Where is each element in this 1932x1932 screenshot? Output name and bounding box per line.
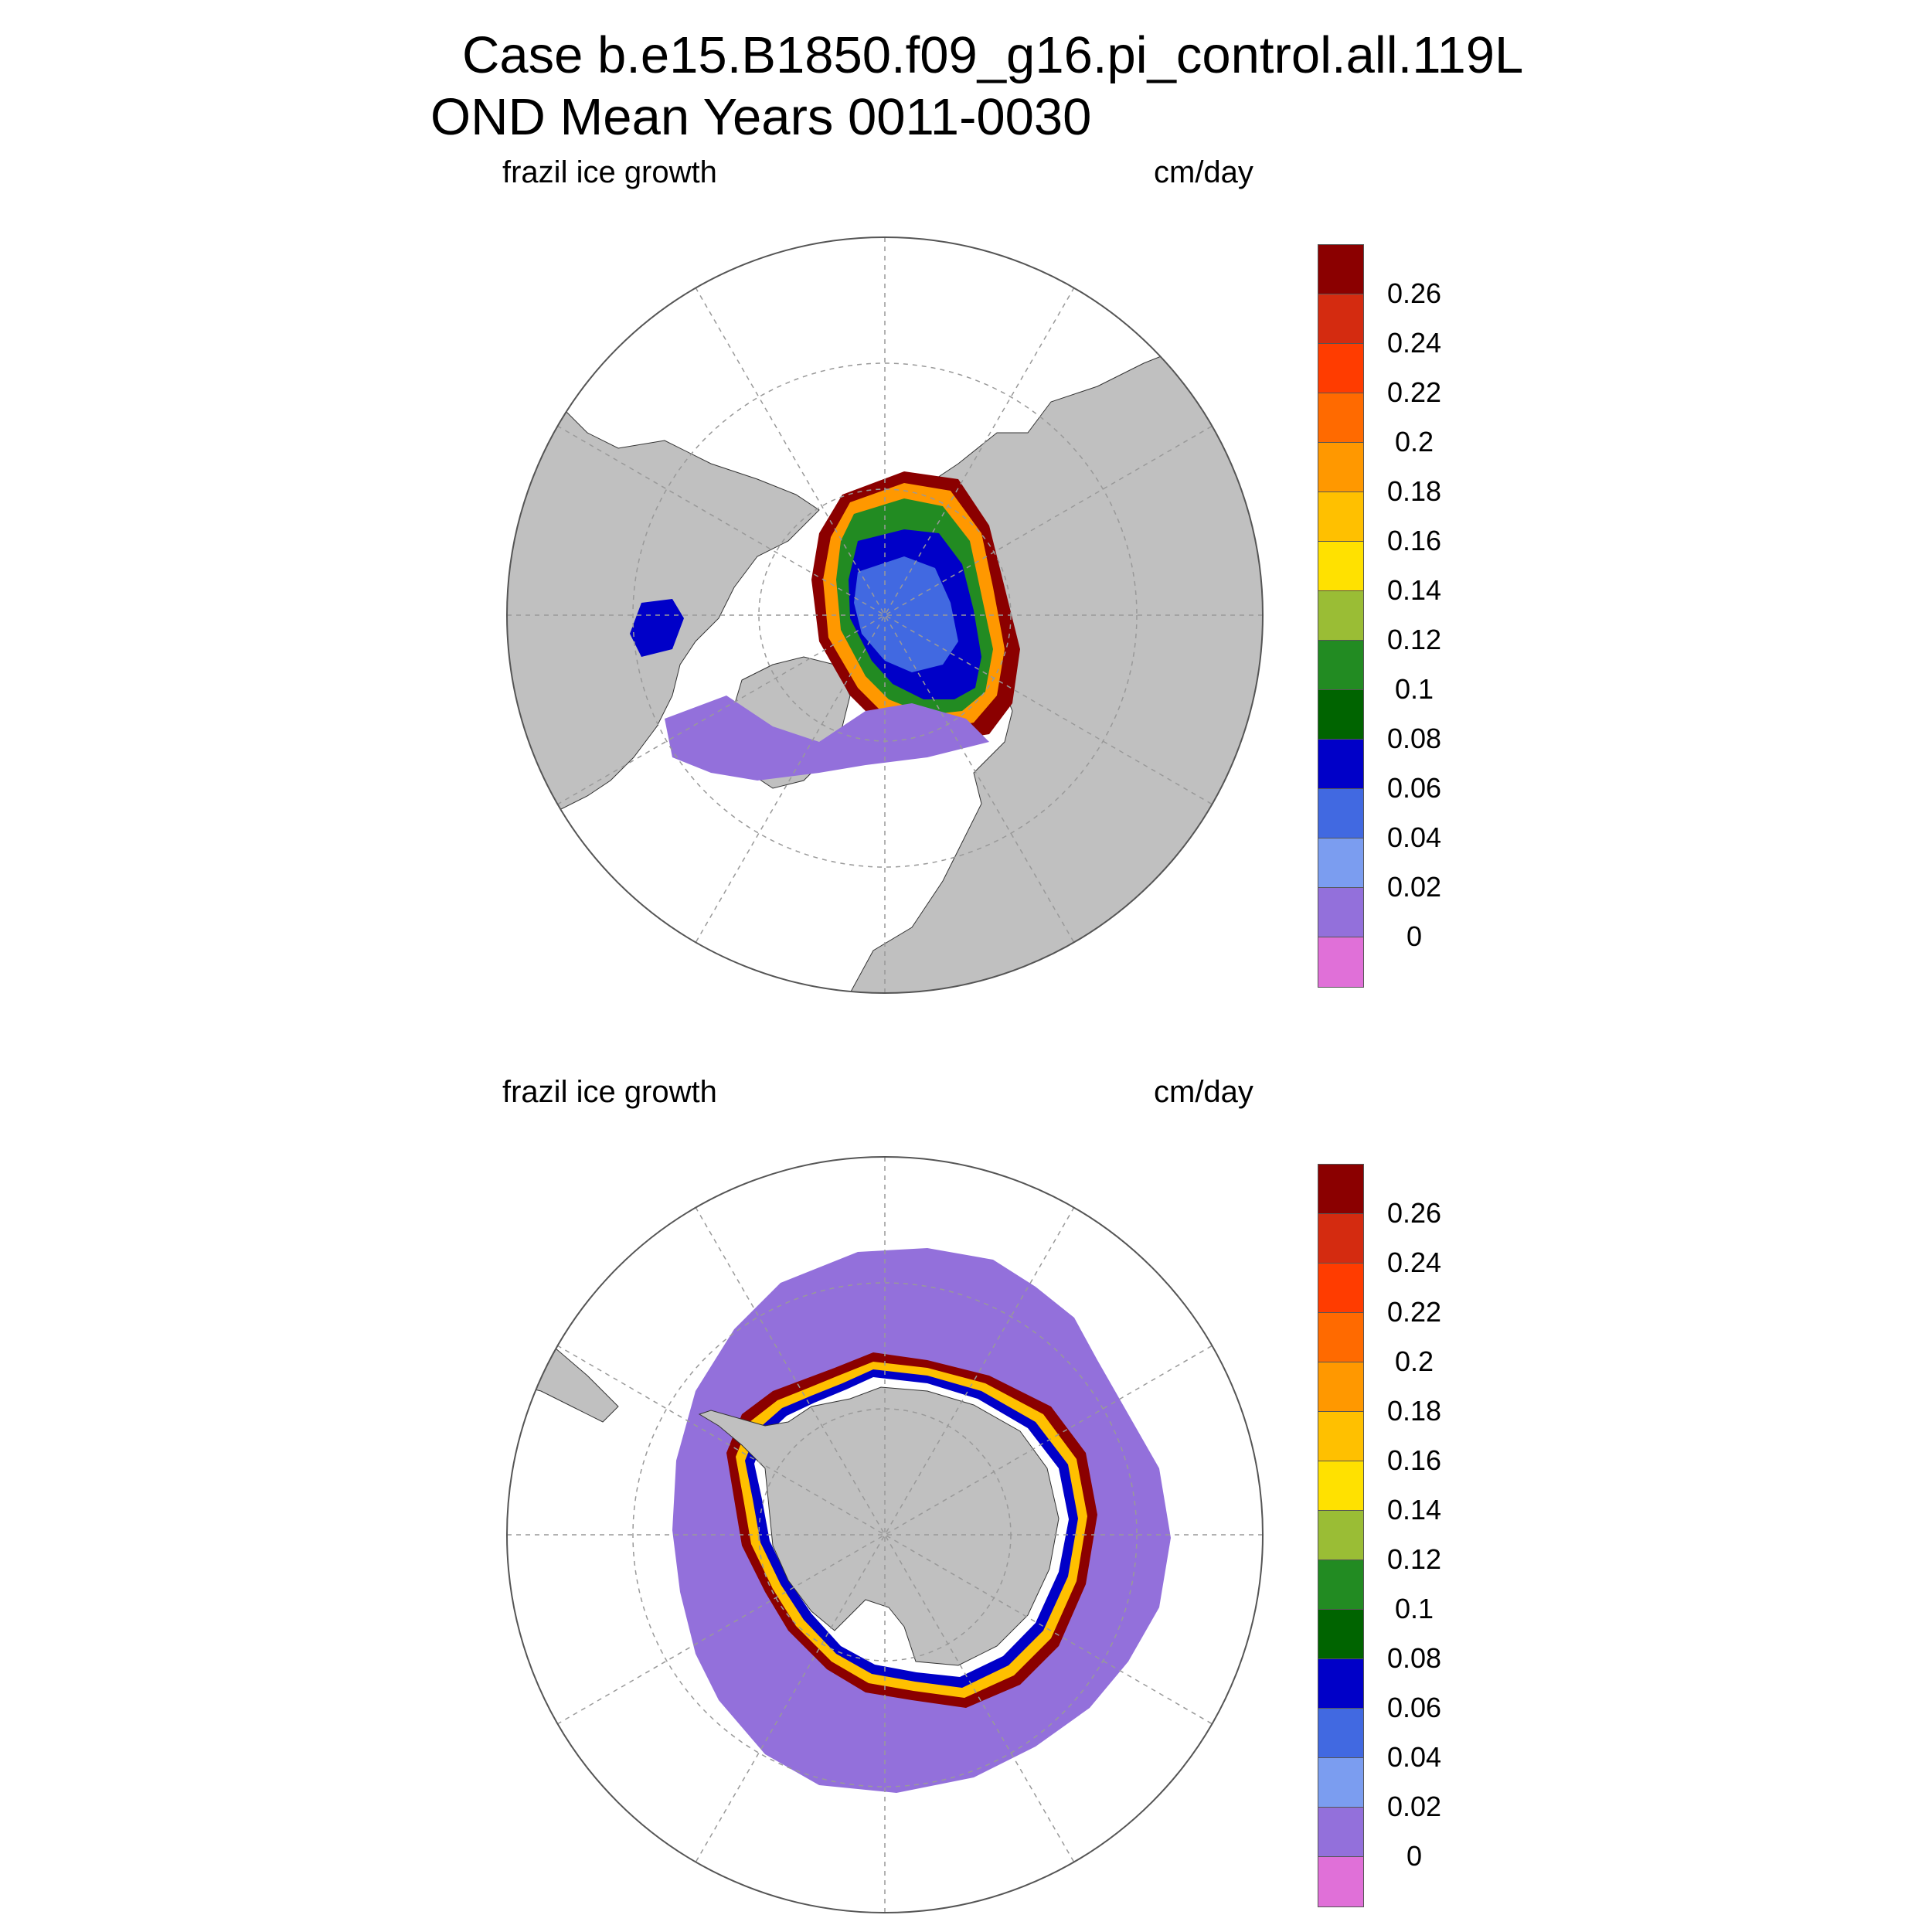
- north-polar-map: [507, 237, 1263, 993]
- north-colorbar-tick-label: 0.24: [1386, 327, 1442, 359]
- north-colorbar-swatch: [1318, 542, 1363, 591]
- south-colorbar-swatch: [1318, 1808, 1363, 1857]
- north-colorbar-tick-label: 0.18: [1386, 475, 1442, 507]
- figure-title-period: OND Mean Years 0011-0030: [430, 88, 1092, 146]
- north-colorbar-tick-label: 0: [1406, 920, 1423, 952]
- north-ice-blue-core: [854, 556, 958, 672]
- north-colorbar: [1318, 244, 1364, 988]
- north-colorbar-swatch: [1318, 789, 1363, 838]
- south-colorbar-swatch: [1318, 1758, 1363, 1808]
- north-colorbar-tick-label: 0.22: [1386, 376, 1442, 408]
- north-map-frame: [506, 236, 1264, 994]
- north-colorbar-tick-label: 0.04: [1386, 821, 1442, 853]
- north-panel-units-label: cm/day: [1154, 155, 1253, 189]
- south-colorbar-swatch: [1318, 1264, 1363, 1313]
- north-panel-variable-label: frazil ice growth: [502, 155, 717, 189]
- north-ice-baffin: [630, 599, 684, 657]
- south-colorbar-tick-label: 0.06: [1386, 1692, 1442, 1723]
- south-colorbar-tick-label: 0.08: [1386, 1642, 1442, 1674]
- north-colorbar-swatch: [1318, 393, 1363, 443]
- north-colorbar-swatch: [1318, 344, 1363, 393]
- south-colorbar-tick-label: 0.24: [1386, 1247, 1442, 1278]
- south-colorbar-tick-label: 0.1: [1394, 1593, 1434, 1624]
- south-panel-units-label: cm/day: [1154, 1075, 1253, 1109]
- south-colorbar-swatch: [1318, 1709, 1363, 1758]
- south-colorbar-swatch: [1318, 1857, 1363, 1906]
- north-colorbar-tick-label: 0.02: [1386, 871, 1442, 903]
- south-colorbar-tick-label: 0.12: [1386, 1543, 1442, 1575]
- south-land-antarctica: [698, 1386, 1060, 1666]
- north-colorbar-swatch: [1318, 443, 1363, 492]
- south-colorbar-tick-label: 0.22: [1386, 1296, 1442, 1328]
- south-colorbar-swatch: [1318, 1214, 1363, 1264]
- north-colorbar-swatch: [1318, 888, 1363, 937]
- south-colorbar-tick-label: 0.16: [1386, 1444, 1442, 1476]
- north-ice-atlantic-margin: [665, 696, 989, 781]
- south-colorbar-tick-label: 0.18: [1386, 1395, 1442, 1427]
- south-colorbar-swatch: [1318, 1362, 1363, 1412]
- south-graticule: [507, 1157, 1263, 1913]
- figure-title-case: Case b.e15.B1850.f09_g16.pi_control.all.…: [462, 26, 1524, 84]
- north-colorbar-swatch: [1318, 492, 1363, 542]
- south-colorbar-tick-label: 0.02: [1386, 1791, 1442, 1822]
- north-colorbar-swatch: [1318, 690, 1363, 740]
- south-colorbar-swatch: [1318, 1461, 1363, 1511]
- north-colorbar-swatch: [1318, 591, 1363, 641]
- north-colorbar-swatch: [1318, 245, 1363, 294]
- south-colorbar-tick-label: 0: [1406, 1840, 1423, 1872]
- north-colorbar-swatch: [1318, 294, 1363, 344]
- south-colorbar-tick-label: 0.2: [1394, 1345, 1434, 1377]
- south-colorbar-tick-label: 0.26: [1386, 1197, 1442, 1229]
- south-panel-variable-label: frazil ice growth: [502, 1075, 717, 1109]
- north-graticule: [507, 237, 1263, 993]
- south-colorbar: [1318, 1164, 1364, 1907]
- north-colorbar-tick-label: 0.08: [1386, 723, 1442, 754]
- north-colorbar-tick-label: 0.26: [1386, 277, 1442, 309]
- south-colorbar-tick-label: 0.04: [1386, 1741, 1442, 1773]
- south-colorbar-swatch: [1318, 1610, 1363, 1659]
- south-polar-map: [507, 1157, 1263, 1913]
- south-colorbar-swatch: [1318, 1511, 1363, 1560]
- north-colorbar-swatch: [1318, 937, 1363, 987]
- north-colorbar-swatch: [1318, 740, 1363, 789]
- north-colorbar-tick-label: 0.12: [1386, 624, 1442, 655]
- north-colorbar-swatch: [1318, 641, 1363, 690]
- north-colorbar-tick-label: 0.2: [1394, 426, 1434, 457]
- north-colorbar-tick-label: 0.06: [1386, 772, 1442, 804]
- south-colorbar-swatch: [1318, 1560, 1363, 1610]
- north-colorbar-tick-label: 0.1: [1394, 673, 1434, 705]
- south-colorbar-swatch: [1318, 1313, 1363, 1362]
- south-map-frame: [506, 1156, 1264, 1913]
- south-colorbar-tick-label: 0.14: [1386, 1494, 1442, 1526]
- south-colorbar-swatch: [1318, 1659, 1363, 1709]
- north-colorbar-tick-label: 0.14: [1386, 574, 1442, 606]
- north-colorbar-tick-label: 0.16: [1386, 525, 1442, 556]
- south-colorbar-swatch: [1318, 1412, 1363, 1461]
- north-colorbar-swatch: [1318, 838, 1363, 888]
- south-colorbar-swatch: [1318, 1165, 1363, 1214]
